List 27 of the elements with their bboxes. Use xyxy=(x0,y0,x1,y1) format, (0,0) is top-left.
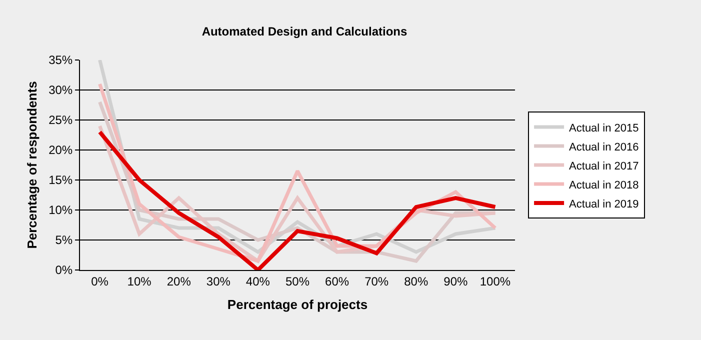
y-tick-label: 25% xyxy=(48,113,73,128)
x-tick-label: 0% xyxy=(91,274,109,288)
y-tick-label: 10% xyxy=(48,203,73,218)
x-tick-label: 30% xyxy=(206,274,231,288)
x-axis-title: Percentage of projects xyxy=(227,297,368,312)
y-tick-label: 20% xyxy=(48,143,73,158)
x-tick-label: 10% xyxy=(127,274,152,288)
x-tick-label: 90% xyxy=(444,274,468,288)
chart-title: Automated Design and Calculations xyxy=(202,24,408,39)
y-tick-label: 0% xyxy=(55,263,73,278)
legend-label: Actual in 2017 xyxy=(569,160,639,172)
x-tick-label: 40% xyxy=(246,274,270,288)
y-axis-title: Percentage of respondents xyxy=(24,81,40,249)
x-tick-label: 50% xyxy=(285,274,310,288)
y-tick-label: 15% xyxy=(48,173,73,188)
legend-label: Actual in 2018 xyxy=(569,179,639,192)
x-tick-label: 80% xyxy=(404,274,428,288)
legend-label: Actual in 2016 xyxy=(569,141,639,154)
x-tick-label: 20% xyxy=(166,274,192,288)
y-tick-label: 5% xyxy=(55,233,73,248)
y-tick-label: 30% xyxy=(48,83,73,98)
legend-label: Actual in 2019 xyxy=(569,198,639,210)
x-tick-label: 100% xyxy=(480,274,511,288)
x-tick-label: 60% xyxy=(325,274,350,288)
y-tick-label: 35% xyxy=(48,53,73,68)
x-tick-label: 70% xyxy=(364,274,389,288)
legend-label: Actual in 2015 xyxy=(569,122,639,134)
